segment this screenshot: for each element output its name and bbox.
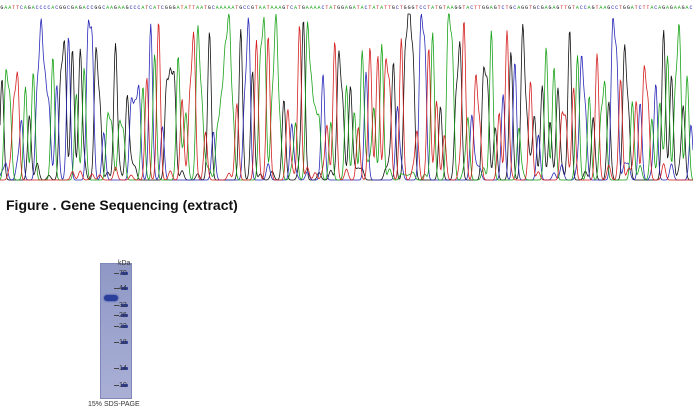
sequencing-chromatogram: GAATTCAGACCCCACGGCGAGACCGGCAAGAAGCCCATCA… [0, 0, 693, 185]
kda-unit-label: kDa [118, 260, 131, 267]
marker-label-70: 70 [119, 270, 127, 277]
marker-band-14 [121, 367, 128, 370]
trace-G [0, 13, 693, 181]
marker-band-22 [121, 325, 128, 328]
marker-tick [114, 305, 119, 306]
marker-band-18 [121, 341, 128, 344]
marker-tick [114, 342, 119, 343]
gel-caption: 15% SDS-PAGE [88, 401, 140, 408]
marker-tick [114, 368, 119, 369]
trace-T [0, 22, 693, 181]
marker-tick [114, 385, 119, 386]
marker-band-10 [121, 384, 128, 387]
marker-tick [114, 288, 119, 289]
marker-label-33: 33 [119, 302, 127, 309]
marker-tick [114, 315, 119, 316]
marker-tick [114, 326, 119, 327]
marker-label-44: 44 [119, 285, 127, 292]
gel-lane [100, 263, 132, 399]
marker-label-26: 26 [119, 312, 127, 319]
sample-protein-band [104, 295, 118, 301]
marker-band-70 [121, 272, 128, 275]
marker-label-14: 14 [119, 365, 127, 372]
marker-label-18: 18 [119, 339, 127, 346]
marker-tick [114, 273, 119, 274]
marker-band-33 [121, 304, 128, 307]
marker-label-22: 22 [119, 323, 127, 330]
trace-C [0, 13, 693, 181]
sequence-letters: GAATTCAGACCCCACGGCGAGACCGGCAAGAAGCCCATCA… [0, 5, 692, 11]
figure-caption: Figure . Gene Sequencing (extract) [6, 197, 238, 213]
trace-A [0, 13, 693, 181]
marker-label-10: 10 [119, 382, 127, 389]
marker-band-44 [121, 287, 128, 290]
marker-band-26 [121, 314, 128, 317]
sds-page-gel: kDa 70 44 33 26 22 18 14 10 15% SDS-PAGE [84, 258, 184, 417]
chromatogram-traces: GAATTCAGACCCCACGGCGAGACCGGCAAGAAGCCCATCA… [0, 5, 693, 181]
